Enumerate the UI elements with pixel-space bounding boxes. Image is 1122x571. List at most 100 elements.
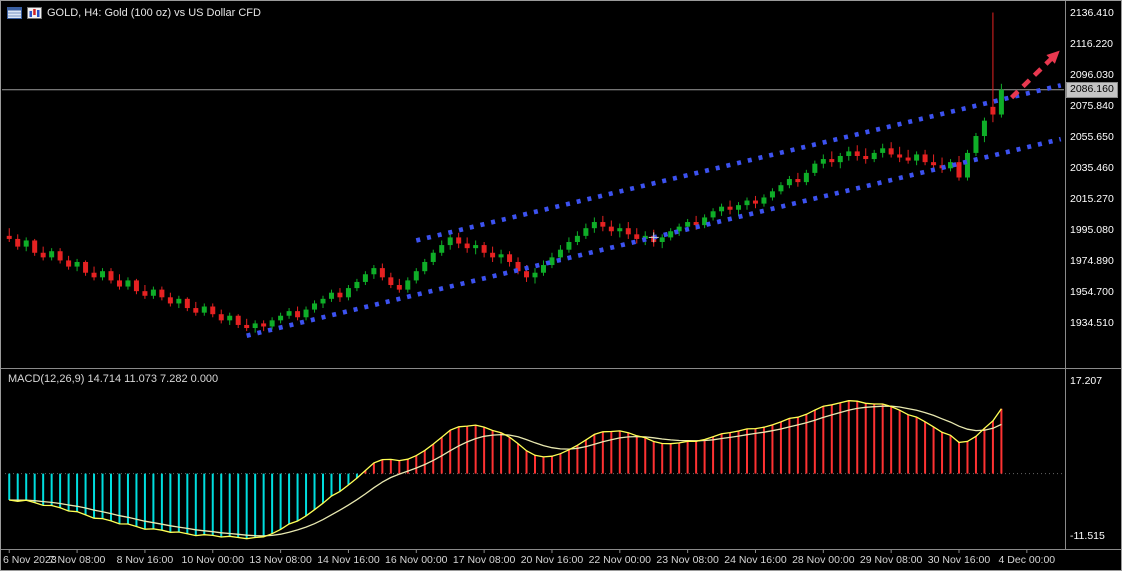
candle-body	[956, 162, 962, 178]
candle-body	[430, 252, 436, 262]
time-axis-label: 24 Nov 16:00	[724, 554, 787, 566]
candle-body	[719, 206, 725, 212]
candle-body	[608, 226, 614, 232]
candle-body	[515, 261, 521, 272]
candle-body	[49, 251, 55, 258]
candle-body	[286, 311, 292, 316]
candle-body	[66, 260, 72, 267]
candle-body	[880, 148, 886, 153]
candlestick-chart-icon[interactable]	[27, 7, 42, 19]
candle-body	[91, 272, 97, 278]
candle-body	[981, 120, 987, 137]
candle-body	[659, 237, 665, 243]
candle-body	[133, 280, 139, 292]
candle-body	[532, 272, 538, 278]
candle-body	[218, 314, 224, 321]
time-axis-label: 16 Nov 00:00	[385, 554, 448, 566]
macd-main-line	[9, 400, 1002, 540]
candle-body	[320, 298, 326, 304]
candle-body	[617, 228, 623, 232]
price-axis-label: 2015.270	[1070, 192, 1114, 205]
candle-body	[167, 297, 173, 304]
candle-body	[269, 320, 275, 327]
macd-indicator-label: MACD(12,26,9) 14.714 11.073 7.282 0.000	[8, 373, 219, 385]
candle-body	[524, 271, 530, 278]
candle-body	[693, 222, 699, 226]
candle-body	[252, 323, 258, 329]
candle-body	[116, 280, 122, 287]
candle-body	[362, 274, 368, 282]
candle-body	[490, 252, 496, 258]
price-axis-label: 2075.840	[1070, 99, 1114, 112]
candle-body	[405, 280, 411, 290]
candle-body	[786, 179, 792, 186]
candle-body	[744, 200, 750, 206]
current-price-box: 2086.160	[1066, 81, 1118, 98]
candle-body	[498, 254, 504, 258]
time-axis-label: 6 Nov 2023	[3, 554, 57, 566]
candle-body	[897, 154, 903, 158]
candle-body	[261, 323, 267, 327]
candle-body	[278, 315, 284, 321]
candle-body	[244, 324, 250, 329]
candle-body	[591, 222, 597, 229]
price-axis-label: 2096.030	[1070, 68, 1114, 81]
candle-body	[863, 155, 869, 160]
candle-body	[507, 254, 513, 262]
candle-body	[439, 245, 445, 253]
candle-body	[676, 226, 682, 232]
candle-body	[888, 148, 894, 155]
quotes-grid-icon[interactable]	[7, 7, 22, 19]
chart-title-bar: GOLD, H4: Gold (100 oz) vs US Dollar CFD	[7, 7, 261, 19]
breakout-arrow-line	[1009, 54, 1056, 100]
candle-body	[481, 245, 487, 253]
price-axis-label: 1934.510	[1070, 316, 1114, 329]
candle-body	[371, 268, 377, 275]
candle-body	[473, 245, 479, 249]
time-axis-label: 7 Nov 08:00	[48, 554, 106, 566]
candle-body	[905, 157, 911, 161]
candle-body	[193, 308, 199, 313]
candle-body	[83, 261, 89, 273]
candle-body	[159, 289, 165, 298]
macd-axis-max-label: 17.207	[1070, 374, 1103, 387]
candle-body	[345, 288, 351, 298]
candle-body	[761, 197, 767, 204]
candle-body	[125, 280, 131, 287]
candle-body	[413, 271, 419, 281]
candle-body	[871, 152, 877, 160]
candle-body	[727, 206, 733, 210]
time-axis-label: 20 Nov 16:00	[520, 554, 584, 566]
candle-body	[184, 298, 190, 309]
candle-body	[566, 242, 572, 250]
candle-body	[150, 289, 156, 296]
candle-body	[388, 277, 394, 286]
candle-body	[795, 179, 801, 183]
time-axis-label: 13 Nov 08:00	[249, 554, 312, 566]
candle-body	[379, 268, 385, 278]
time-axis-label: 8 Nov 16:00	[116, 554, 174, 566]
candle-body	[931, 162, 937, 166]
candle-body	[201, 306, 207, 313]
candle-body	[710, 211, 716, 218]
candle-body	[74, 261, 80, 267]
time-axis-label: 22 Nov 00:00	[588, 554, 652, 566]
price-axis-label: 2116.220	[1070, 37, 1114, 50]
candle-body	[736, 205, 742, 210]
candle-body	[914, 154, 920, 161]
price-axis-label: 1974.890	[1070, 254, 1114, 267]
candle-body	[295, 311, 301, 318]
time-axis-label: 10 Nov 00:00	[181, 554, 244, 566]
candle-body	[964, 152, 970, 178]
candle-body	[803, 172, 809, 183]
trend-channel-upper-line	[415, 83, 1062, 243]
time-axis-label: 30 Nov 16:00	[927, 554, 991, 566]
time-axis-label: 23 Nov 08:00	[656, 554, 719, 566]
candle-body	[422, 261, 428, 272]
candle-body	[922, 154, 928, 163]
time-axis-label: 28 Nov 00:00	[792, 554, 855, 566]
candle-body	[312, 303, 318, 310]
candle-body	[142, 291, 148, 296]
macd-axis-min-label: -11.515	[1070, 529, 1105, 542]
